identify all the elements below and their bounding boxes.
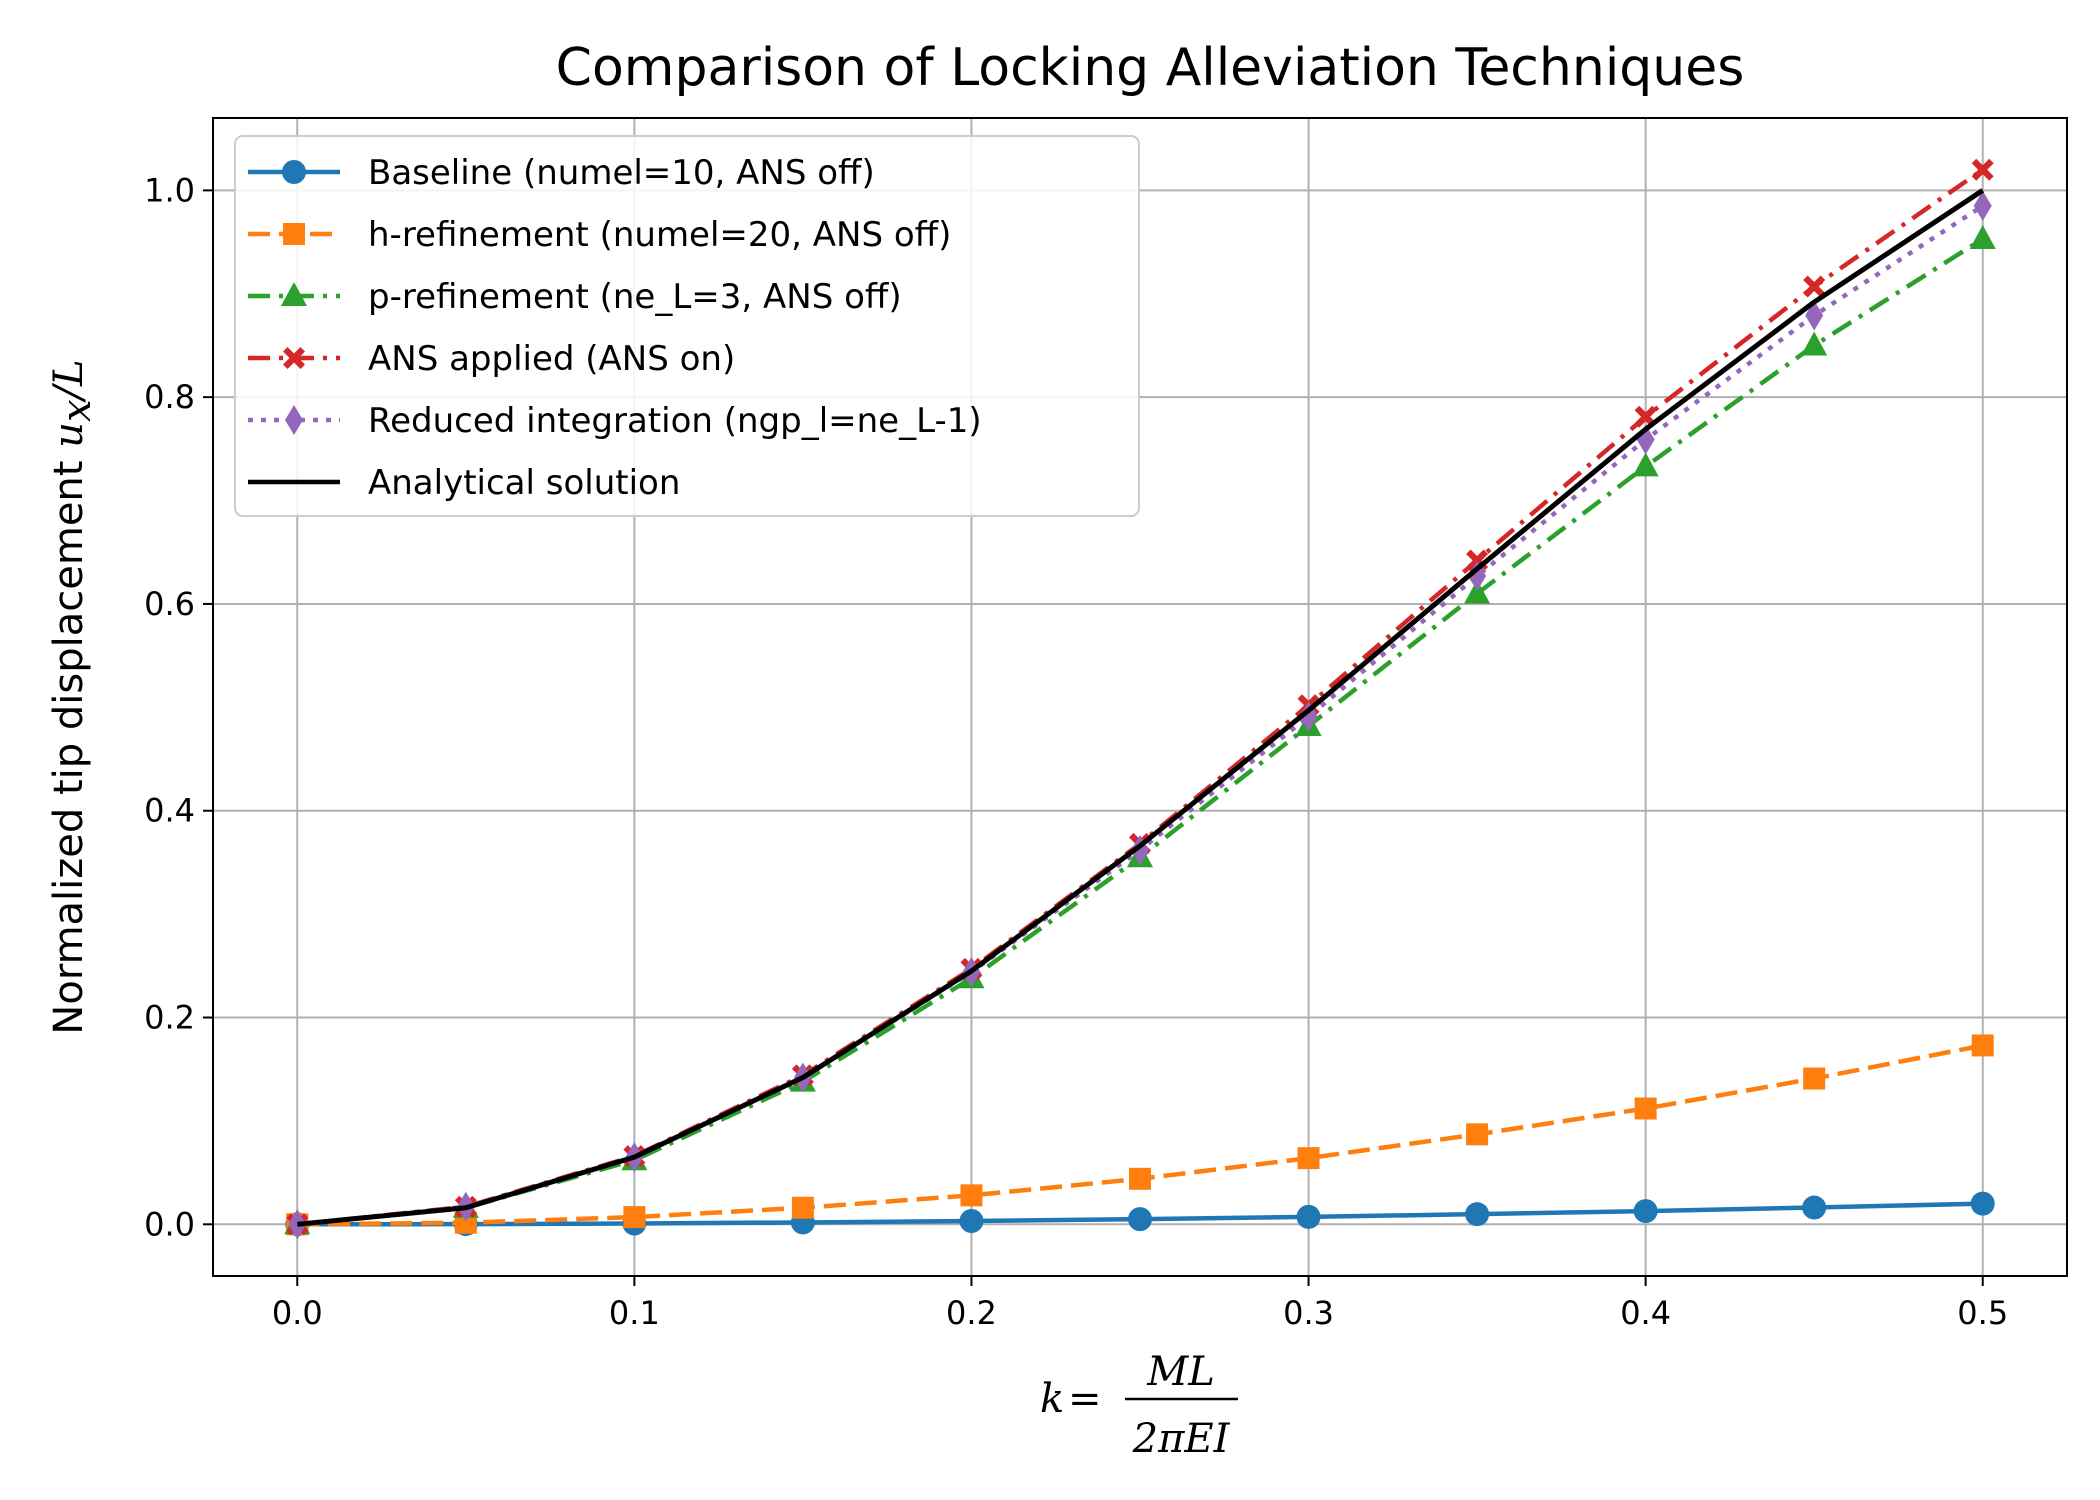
y-axis-label: Normalized tip displacement ux/L <box>46 359 100 1034</box>
data-point <box>623 1206 646 1229</box>
data-point <box>1634 1097 1657 1120</box>
x-tick-label: 0.2 <box>946 1294 997 1332</box>
data-point <box>1468 561 1487 592</box>
chart-title: Comparison of Locking Alleviation Techni… <box>556 38 1745 98</box>
series-layer <box>284 158 1996 1240</box>
data-point <box>1971 1034 1994 1057</box>
data-point <box>1464 579 1491 604</box>
data-point <box>1633 1199 1658 1224</box>
legend-entry: Analytical solution <box>248 463 680 503</box>
legend-label: Analytical solution <box>368 463 680 503</box>
x-tick-label: 0.5 <box>1957 1294 2008 1332</box>
y-axis-label-math-tail: /L <box>46 359 92 403</box>
legend-label: Reduced integration (ngp_l=ne_L-1) <box>368 401 982 441</box>
y-axis-ticks: 0.0 0.2 0.4 0.6 0.8 1.0 <box>144 171 213 1243</box>
series-analytical-solution <box>297 188 1985 1227</box>
x-axis-label-equals: = <box>1068 1376 1102 1422</box>
x-tick-label: 0.0 <box>272 1294 323 1332</box>
data-point <box>1465 1202 1490 1227</box>
data-point <box>1803 1067 1826 1090</box>
data-point <box>1801 331 1828 356</box>
data-point <box>1466 1123 1489 1146</box>
data-point <box>959 1208 984 1233</box>
plot-frame <box>212 117 2068 1277</box>
y-tick-label: 0.6 <box>144 585 195 623</box>
legend-marker <box>285 405 303 435</box>
x-axis-label-denominator: 2πEI <box>1132 1416 1231 1462</box>
y-tick-label: 0.8 <box>144 378 195 416</box>
x-axis-ticks: 0.0 0.1 0.2 0.3 0.4 0.5 <box>272 1276 2008 1332</box>
y-tick-label: 0.4 <box>144 792 195 830</box>
x-tick-label: 0.3 <box>1283 1294 1334 1332</box>
legend-marker <box>281 282 307 306</box>
legend-label: p-refinement (ne_L=3, ANS off) <box>368 277 902 317</box>
legend-label: ANS applied (ANS on) <box>368 339 735 379</box>
data-point <box>791 1196 814 1219</box>
legend-entries: Baseline (numel=10, ANS off) h-refinement… <box>248 153 982 503</box>
data-point <box>960 1184 983 1207</box>
x-axis-label-numerator: ML <box>1146 1349 1215 1395</box>
legend-entry: p-refinement (ne_L=3, ANS off) <box>248 277 902 317</box>
data-point <box>1128 1207 1152 1232</box>
data-point <box>1802 1195 1827 1220</box>
data-point <box>1297 1147 1320 1170</box>
legend-box <box>234 135 1140 517</box>
legend-entry: h-refinement (numel=20, ANS off) <box>248 215 951 255</box>
x-tick-label: 0.4 <box>1620 1294 1671 1332</box>
data-point <box>1632 452 1659 477</box>
data-point <box>1969 224 1996 249</box>
data-point <box>1971 158 1994 181</box>
y-axis-label-math: u <box>46 422 92 448</box>
data-point <box>1129 1167 1151 1190</box>
y-tick-label: 0.0 <box>144 1205 195 1243</box>
legend-marker <box>282 160 306 184</box>
y-tick-label: 0.2 <box>144 999 195 1037</box>
data-point <box>1296 1204 1321 1229</box>
x-axis-label: k = ML 2πEI <box>1040 1349 1238 1462</box>
legend-label: h-refinement (numel=20, ANS off) <box>368 215 951 255</box>
legend-entry: Baseline (numel=10, ANS off) <box>248 153 875 193</box>
legend: Baseline (numel=10, ANS off) h-refinement… <box>234 135 1140 517</box>
data-point <box>1973 190 1992 221</box>
y-tick-label: 1.0 <box>144 171 195 209</box>
legend-entry: ANS applied (ANS on) <box>248 339 735 379</box>
y-axis-label-subscript: x <box>54 399 100 422</box>
legend-marker <box>283 223 305 245</box>
y-axis-label-text: Normalized tip displacement <box>46 448 92 1035</box>
legend-marker <box>283 347 305 369</box>
series-line <box>297 188 1985 1227</box>
x-axis-label-k: k <box>1040 1376 1064 1422</box>
legend-label: Baseline (numel=10, ANS off) <box>368 153 875 193</box>
data-point <box>1970 1191 1995 1216</box>
data-point <box>1803 275 1826 298</box>
x-tick-label: 0.1 <box>609 1294 660 1332</box>
legend-entry: Reduced integration (ngp_l=ne_L-1) <box>248 401 982 441</box>
